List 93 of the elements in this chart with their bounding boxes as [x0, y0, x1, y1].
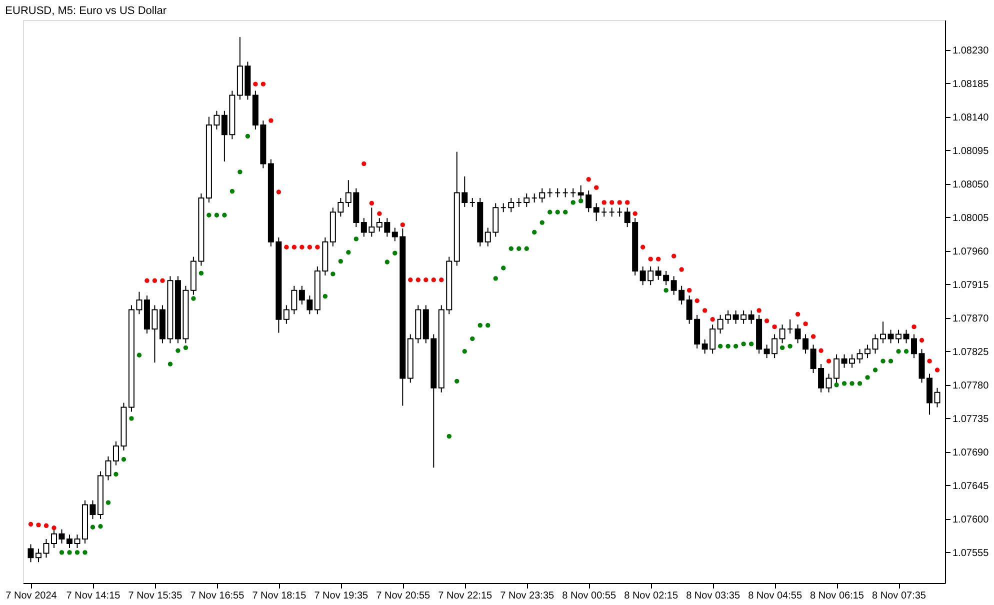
x-tick-label: 7 Nov 22:15	[438, 590, 493, 602]
y-tick-label: 1.07690	[952, 447, 990, 458]
y-tick-label: 1.08050	[952, 179, 990, 190]
point	[292, 244, 297, 250]
point	[764, 318, 770, 324]
point	[772, 324, 777, 330]
point	[369, 200, 374, 206]
point	[810, 334, 816, 339]
point	[307, 244, 312, 250]
candlestick	[28, 544, 34, 563]
point	[609, 200, 614, 205]
point	[934, 368, 940, 372]
x-tick-label: 7 Nov 20:55	[376, 590, 431, 602]
point	[624, 200, 630, 205]
point	[679, 267, 684, 272]
y-tick-label: 1.08185	[952, 78, 990, 90]
candlestick	[593, 202, 600, 222]
point	[144, 278, 150, 283]
x-tick-label: 8 Nov 00:55	[562, 590, 616, 602]
x-tick-label: 7 Nov 19:35	[314, 590, 369, 602]
point	[268, 118, 274, 123]
point	[671, 254, 676, 258]
point	[803, 322, 808, 326]
point	[253, 82, 258, 86]
x-tick-label: 8 Nov 03:35	[686, 590, 740, 602]
point	[694, 298, 700, 304]
y-tick-label: 1.08005	[952, 212, 990, 224]
point	[377, 211, 382, 216]
point	[640, 244, 646, 250]
point	[756, 308, 762, 313]
point	[632, 211, 638, 216]
y-tick-label: 1.07780	[952, 380, 990, 392]
point	[362, 161, 366, 166]
x-tick-label: 8 Nov 07:35	[872, 590, 926, 602]
point	[44, 523, 49, 528]
candlestick	[508, 197, 514, 213]
point	[710, 317, 715, 322]
y-tick-label: 1.07915	[952, 280, 990, 291]
x-tick-label: 8 Nov 04:55	[748, 590, 802, 602]
x-tick-label: 7 Nov 2024	[6, 590, 58, 602]
point	[284, 244, 289, 250]
y-tick-label: 1.07600	[952, 514, 990, 526]
point	[160, 278, 165, 283]
point	[400, 222, 405, 228]
y-tick-label: 1.07645	[952, 480, 990, 492]
point	[152, 278, 158, 283]
y-tick-label: 1.07735	[952, 414, 990, 425]
point	[260, 82, 266, 86]
point	[602, 200, 606, 205]
y-tick-label: 1.07870	[952, 313, 990, 324]
point	[686, 288, 692, 293]
y-tick-label: 1.07960	[952, 246, 990, 258]
candlestick	[934, 387, 940, 408]
point	[424, 278, 428, 282]
point	[826, 358, 832, 364]
point	[795, 312, 800, 316]
point	[594, 185, 599, 190]
x-tick-label: 7 Nov 23:35	[500, 590, 555, 602]
point	[431, 278, 436, 282]
point	[617, 200, 622, 205]
point	[276, 190, 282, 194]
y-tick-label: 1.08140	[952, 112, 990, 124]
point	[52, 526, 56, 530]
point	[315, 244, 320, 250]
point	[300, 244, 304, 250]
point	[648, 256, 653, 262]
point	[919, 338, 924, 343]
point	[927, 358, 932, 364]
point	[408, 278, 413, 282]
point	[28, 522, 34, 527]
x-tick-label: 7 Nov 14:15	[66, 590, 121, 602]
point	[656, 256, 661, 262]
x-tick-label: 7 Nov 15:35	[128, 590, 183, 602]
point	[36, 522, 41, 528]
candlestick	[787, 318, 794, 334]
point	[416, 278, 420, 282]
point	[818, 348, 824, 353]
y-tick-label: 1.08230	[952, 45, 990, 56]
x-tick-label: 8 Nov 02:15	[624, 590, 678, 602]
point	[586, 177, 591, 182]
candlestick	[524, 193, 530, 208]
candlestick	[539, 188, 546, 203]
candlestick	[779, 324, 786, 344]
chart-title: EURUSD, M5: Euro vs US Dollar	[5, 5, 167, 17]
y-tick-label: 1.07825	[952, 346, 990, 358]
y-tick-label: 1.08095	[952, 146, 990, 157]
point	[912, 324, 916, 330]
x-tick-label: 7 Nov 18:15	[252, 590, 307, 602]
y-tick-label: 1.07555	[952, 548, 990, 559]
x-tick-label: 8 Nov 06:15	[810, 590, 864, 602]
point	[439, 278, 444, 282]
x-tick-label: 7 Nov 16:55	[190, 590, 245, 602]
point	[702, 308, 708, 313]
